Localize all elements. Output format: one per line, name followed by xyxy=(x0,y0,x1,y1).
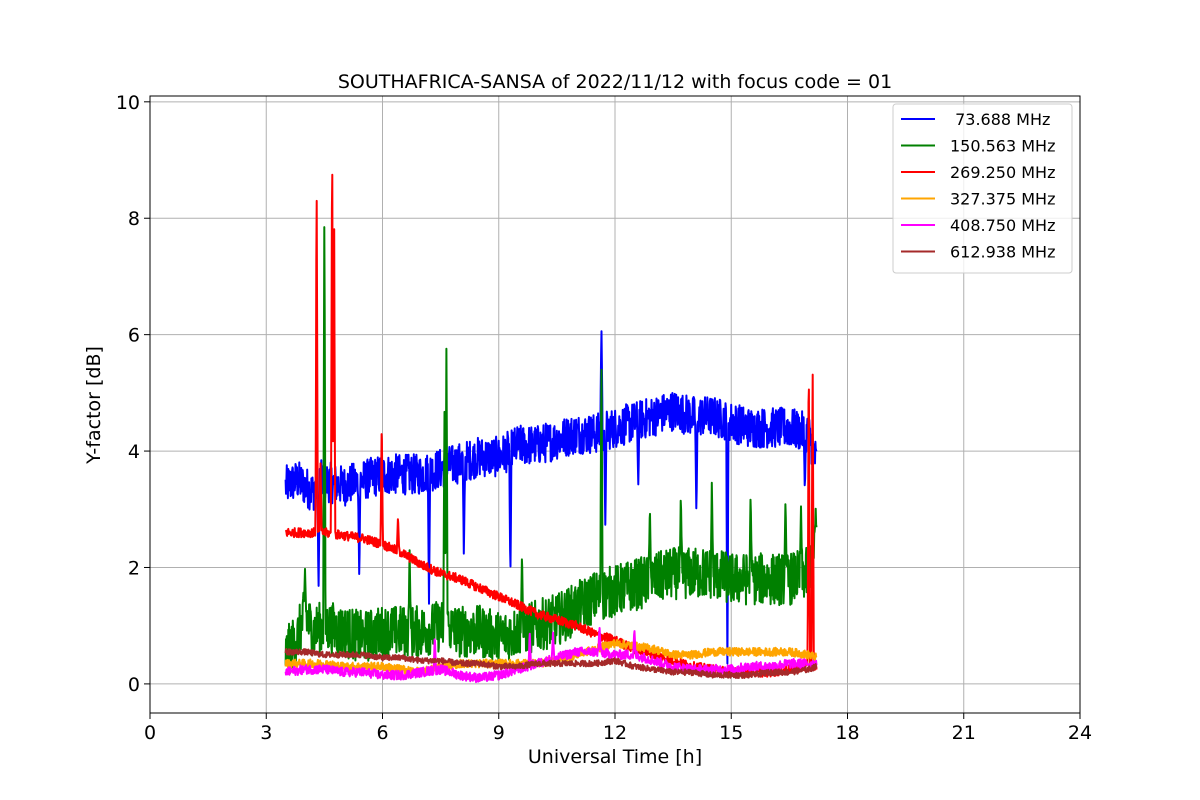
series-line-5 xyxy=(284,648,818,679)
x-tick-label: 21 xyxy=(952,722,976,744)
x-tick-label: 12 xyxy=(603,722,627,744)
y-tick-label: 6 xyxy=(128,325,140,347)
legend-box xyxy=(892,103,1073,274)
legend: 73.688 MHz 150.563 MHz 269.250 MHz 327.375 … xyxy=(892,103,1073,274)
y-tick-label: 10 xyxy=(116,92,140,114)
x-tick-label: 9 xyxy=(493,722,505,744)
legend-label-4: 408.750 MHz xyxy=(950,216,1055,235)
y-tick-label: 0 xyxy=(128,674,140,696)
x-tick-label: 0 xyxy=(144,722,156,744)
x-axis-label: Universal Time [h] xyxy=(528,746,702,768)
y-axis-label: Y-factor [dB] xyxy=(83,346,105,465)
legend-label-5: 612.938 MHz xyxy=(950,243,1055,262)
legend-label-2: 269.250 MHz xyxy=(950,163,1055,182)
series-group xyxy=(284,173,818,684)
series-line-1 xyxy=(284,226,818,674)
legend-label-3: 327.375 MHz xyxy=(950,190,1055,209)
chart-title: SOUTHAFRICA-SANSA of 2022/11/12 with foc… xyxy=(338,71,892,93)
x-tick-label: 24 xyxy=(1068,722,1092,744)
series-line-0 xyxy=(284,330,818,665)
legend-label-1: 150.563 MHz xyxy=(950,137,1055,156)
x-tick-label: 15 xyxy=(719,722,743,744)
x-tick-label: 6 xyxy=(376,722,388,744)
y-tick-label: 2 xyxy=(128,557,140,579)
x-tick-label: 3 xyxy=(260,722,272,744)
x-tick-label: 18 xyxy=(835,722,859,744)
y-tick-label: 4 xyxy=(128,441,140,463)
legend-label-0: 73.688 MHz xyxy=(950,110,1050,129)
y-tick-label: 8 xyxy=(128,208,140,230)
